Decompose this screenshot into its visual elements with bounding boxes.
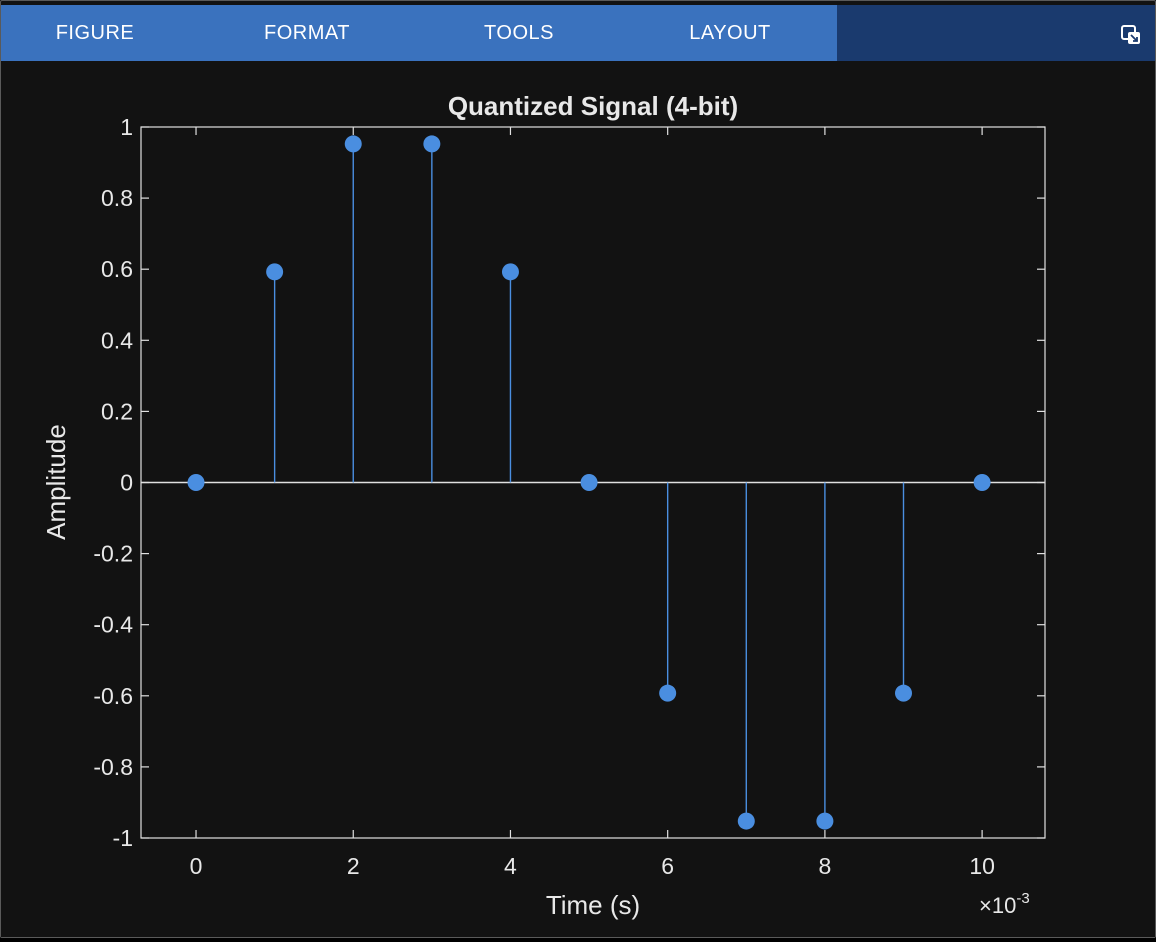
stem-marker <box>580 474 598 491</box>
stem-marker <box>737 812 755 830</box>
tab-format[interactable]: FORMAT <box>264 22 350 44</box>
stem-chart[interactable]: Quantized Signal (4-bit) -1 -0.8 -0.6 -0.4 -… <box>1 61 1155 937</box>
x-exponent-base: ×10 <box>979 893 1016 918</box>
tab-bar: FIGURE FORMAT TOOLS LAYOUT <box>1 5 837 61</box>
y-axis-label: Amplitude <box>41 424 71 540</box>
x-tick-label: 8 <box>818 853 831 879</box>
y-tick-label: -0.2 <box>93 541 133 567</box>
stem-marker <box>895 684 913 702</box>
y-tick-label: 0 <box>120 470 133 496</box>
y-tick-label: 1 <box>120 114 133 140</box>
chart-title: Quantized Signal (4-bit) <box>448 91 738 121</box>
x-tick-label: 10 <box>969 853 995 879</box>
plot-area: Quantized Signal (4-bit) -1 -0.8 -0.6 -0.4 -… <box>1 61 1155 937</box>
stem-marker <box>266 263 284 281</box>
stem-marker <box>423 135 441 153</box>
y-tick-label: -0.4 <box>93 612 133 638</box>
toolstrip: FIGURE FORMAT TOOLS LAYOUT <box>1 5 1155 61</box>
y-tick-label: 0.2 <box>101 398 133 424</box>
x-axis-label: Time (s) <box>546 890 640 920</box>
y-tick-label: -1 <box>113 825 133 851</box>
tab-figure[interactable]: FIGURE <box>55 22 135 44</box>
axes: -1-0.8-0.6-0.4-0.200.20.40.60.810 2 4 6 8 10 <box>93 114 1046 879</box>
tab-layout[interactable]: LAYOUT <box>689 22 771 44</box>
stem-marker <box>816 812 834 830</box>
x-tick-label: 4 <box>504 853 517 879</box>
y-tick-label: -0.6 <box>93 683 133 709</box>
x-exponent-power: -3 <box>1016 890 1029 907</box>
y-tick-label: -0.8 <box>93 754 133 780</box>
y-tick-label: 0.4 <box>101 327 133 353</box>
data-series <box>141 135 1045 830</box>
y-tick-label: 0.6 <box>101 256 133 282</box>
stem-marker <box>187 474 205 491</box>
y-tick-label: 0.8 <box>101 185 133 211</box>
undock-icon[interactable] <box>1119 23 1143 47</box>
x-tick-label: 0 <box>190 853 203 879</box>
stem-marker <box>344 135 362 153</box>
x-tick-label: 2 <box>347 853 360 879</box>
stem-marker <box>659 684 677 702</box>
x-exponent-label: ×10-3 <box>979 890 1030 918</box>
tab-tools[interactable]: TOOLS <box>484 22 554 44</box>
stem-marker <box>973 474 991 491</box>
stem-marker <box>501 263 519 281</box>
x-tick-label: 6 <box>661 853 674 879</box>
